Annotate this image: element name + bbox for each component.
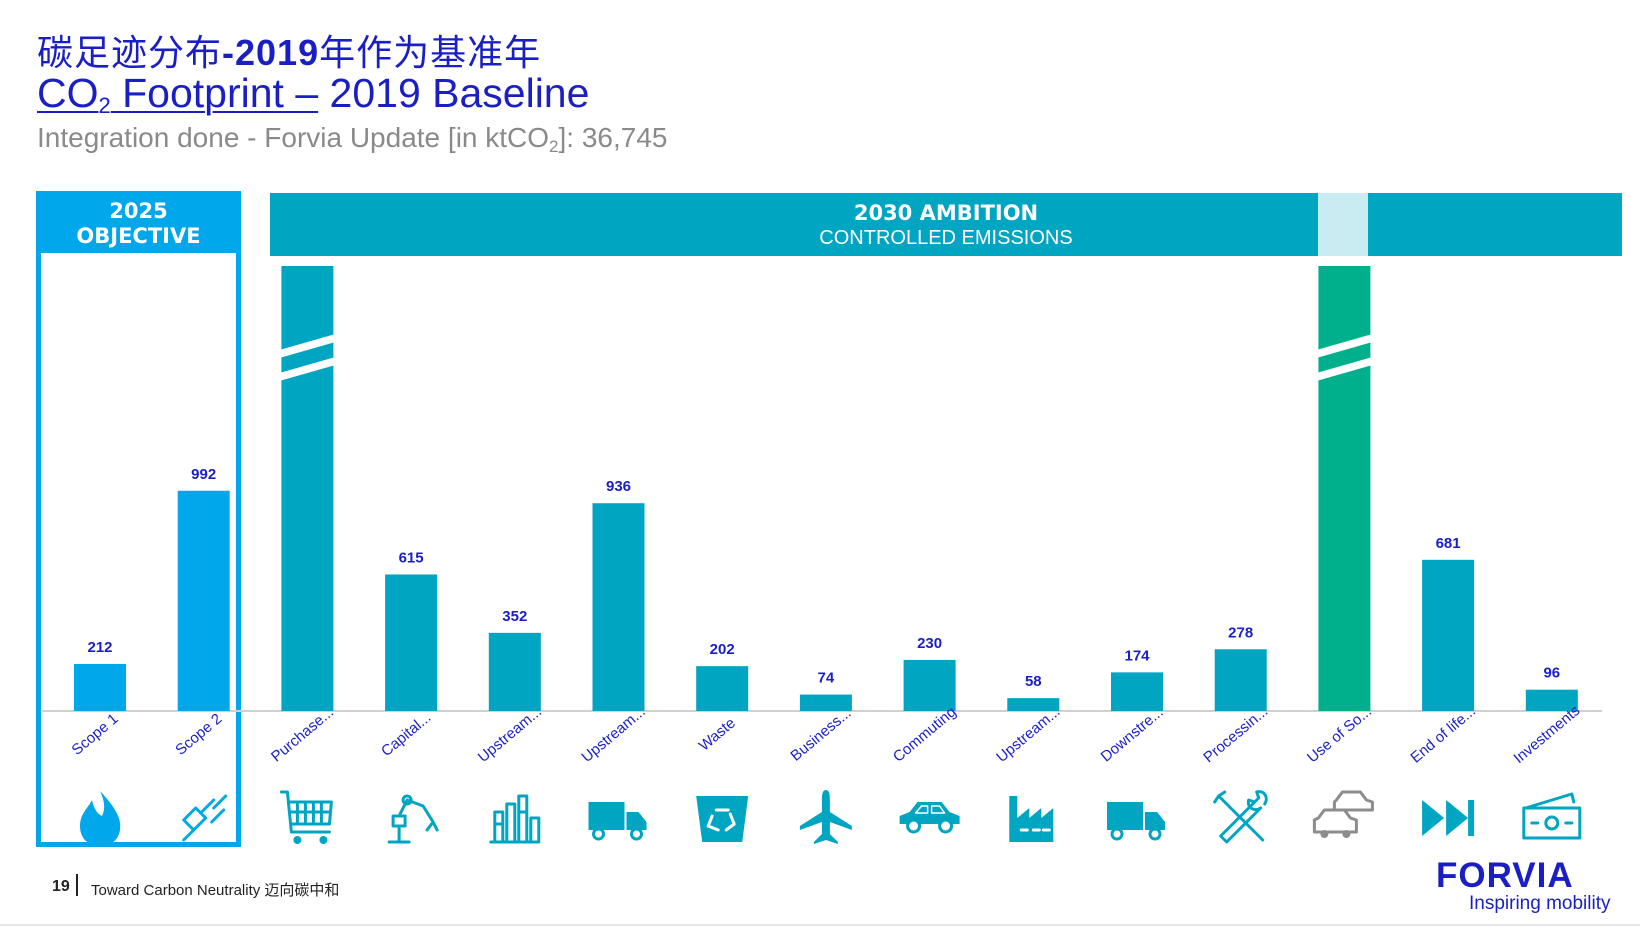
bar-value-label: 212 bbox=[87, 639, 112, 656]
bar bbox=[1214, 649, 1267, 711]
bar bbox=[1422, 559, 1475, 711]
footer-divider bbox=[76, 874, 78, 896]
money-icon bbox=[1522, 792, 1582, 840]
title-en-underlined: CO2 Footprint – bbox=[37, 70, 319, 118]
bar-value-label: 96 bbox=[1543, 665, 1560, 682]
title-en-co: CO bbox=[37, 70, 99, 116]
ambition-header: 2030 AMBITION CONTROLLED EMISSIONS bbox=[270, 193, 1622, 256]
refinery-icon bbox=[489, 794, 541, 844]
bar bbox=[177, 490, 230, 711]
axis-break-mark bbox=[279, 334, 336, 358]
subtitle-part2: ]: 36,745 bbox=[558, 122, 668, 153]
footer-text: Toward Carbon Neutrality 迈向碳中和 bbox=[91, 882, 340, 899]
category-label: Use of So... bbox=[1304, 703, 1375, 766]
subtitle-sub: 2 bbox=[549, 137, 559, 156]
bar bbox=[1111, 672, 1163, 711]
category-label: Waste bbox=[696, 715, 739, 755]
category-label: Scope 1 bbox=[69, 710, 122, 758]
ambition-header-gap bbox=[1318, 193, 1368, 256]
bar-value-label: 681 bbox=[1436, 535, 1461, 552]
bar-value-label: 230 bbox=[917, 635, 942, 652]
category-label: Business... bbox=[787, 704, 854, 764]
title-cn-part2: 年作为基准年 bbox=[319, 33, 542, 74]
page-subtitle: Integration done - Forvia Update [in ktC… bbox=[37, 122, 668, 156]
fast-forward-icon bbox=[1422, 800, 1475, 836]
title-en-footprint: Footprint – bbox=[110, 70, 319, 116]
bar-value-label: 74 bbox=[818, 670, 835, 687]
objective-year: 2025 bbox=[109, 199, 168, 223]
bar bbox=[592, 503, 645, 711]
brand-tagline: Inspiring mobility bbox=[1469, 893, 1611, 914]
robot-arm-icon bbox=[387, 794, 439, 844]
category-label: Upstream... bbox=[475, 703, 545, 766]
recycle-bin-icon bbox=[696, 796, 749, 842]
bar bbox=[385, 574, 438, 711]
category-label: Capital... bbox=[378, 709, 434, 760]
bar bbox=[488, 632, 541, 711]
airplane-icon bbox=[799, 790, 852, 844]
bar bbox=[799, 694, 852, 711]
bar bbox=[1318, 266, 1371, 711]
title-cn-year: -2019 bbox=[222, 32, 320, 73]
bar bbox=[281, 266, 334, 711]
page-title-chinese: 碳足迹分布-2019年作为基准年 bbox=[37, 24, 541, 76]
cars-icon bbox=[1312, 790, 1374, 838]
bottom-divider bbox=[0, 924, 1640, 926]
axis-break-mark bbox=[279, 357, 336, 381]
title-en-baseline: 2019 Baseline bbox=[318, 70, 590, 116]
factory-icon bbox=[1009, 796, 1054, 842]
category-label: Upstream... bbox=[578, 703, 648, 766]
axis-break-mark bbox=[1316, 334, 1373, 358]
page-number: 19 bbox=[52, 878, 70, 895]
bar bbox=[903, 659, 956, 711]
category-label: Downstre... bbox=[1098, 704, 1167, 766]
bar bbox=[74, 663, 126, 711]
bar-value-label: 936 bbox=[606, 478, 631, 495]
axis-break-mark bbox=[1316, 357, 1373, 381]
bar-value-label: 992 bbox=[191, 466, 216, 483]
objective-header: 2025 OBJECTIVE bbox=[36, 191, 241, 253]
category-label: Commuting bbox=[890, 703, 960, 765]
title-en-sub: 2 bbox=[98, 93, 111, 118]
category-label: Scope 2 bbox=[172, 710, 225, 758]
bar-value-label: 202 bbox=[710, 641, 735, 658]
category-label: Purchase... bbox=[268, 704, 337, 766]
category-label: Upstream... bbox=[993, 703, 1063, 766]
truck-icon bbox=[1107, 802, 1165, 841]
category-label: Processin... bbox=[1200, 703, 1271, 766]
objective-label: OBJECTIVE bbox=[76, 224, 201, 248]
plug-icon bbox=[182, 794, 228, 842]
bar-value-label: 58 bbox=[1025, 673, 1042, 690]
bar-value-label: 615 bbox=[399, 549, 424, 566]
bar-value-label: 352 bbox=[502, 608, 527, 625]
title-cn-part1: 碳足迹分布 bbox=[37, 33, 223, 74]
forvia-logo: FORVIA bbox=[1436, 856, 1574, 895]
ambition-title: 2030 AMBITION bbox=[853, 201, 1039, 225]
subtitle-part1: Integration done - Forvia Update [in ktC… bbox=[37, 122, 550, 153]
bar-value-label: 278 bbox=[1228, 624, 1253, 641]
tools-icon bbox=[1213, 790, 1268, 844]
truck-icon bbox=[588, 802, 647, 841]
car-icon bbox=[899, 802, 960, 834]
shopping-cart-icon bbox=[279, 790, 333, 844]
flame-icon bbox=[80, 791, 121, 846]
bar bbox=[1007, 698, 1060, 711]
bar-value-label: 174 bbox=[1124, 647, 1150, 664]
bar bbox=[696, 666, 749, 711]
bar bbox=[1525, 689, 1578, 711]
category-label: End of life... bbox=[1407, 703, 1479, 767]
page-title-english: CO2 Footprint – 2019 Baseline bbox=[37, 70, 589, 117]
ambition-subtitle: CONTROLLED EMISSIONS bbox=[819, 227, 1073, 249]
